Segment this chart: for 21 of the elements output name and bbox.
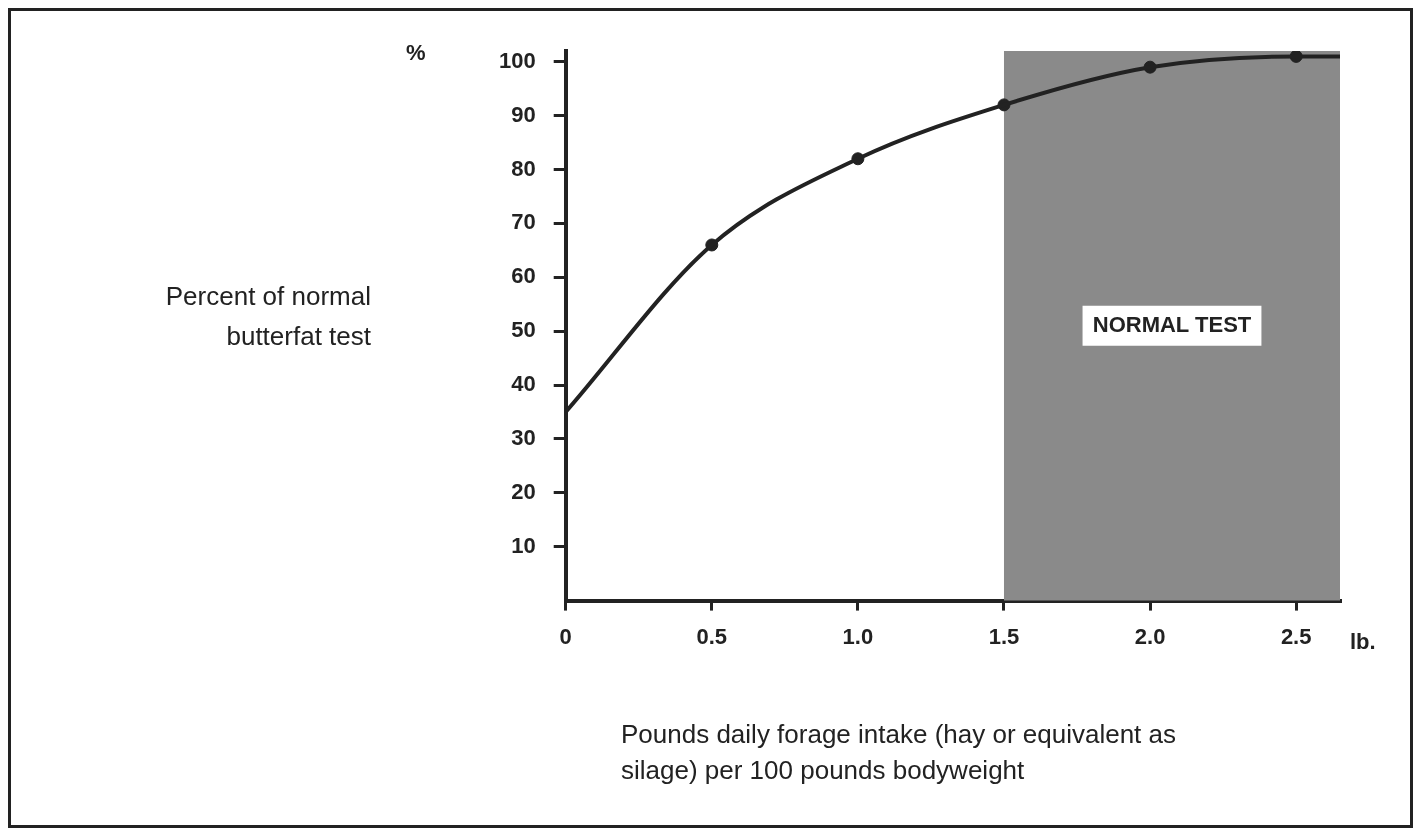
band-label: NORMAL TEST	[1092, 311, 1252, 337]
y-tick-label: 40	[511, 371, 536, 397]
y-axis-title: Percent of normal butterfat test	[164, 280, 371, 353]
x-tick-label: 1.5	[988, 623, 1020, 649]
y-tick-label: 70	[511, 209, 536, 235]
y-tick-label: 50	[511, 317, 536, 343]
y-tick-label: 80	[511, 155, 536, 181]
y-tick-label: 90	[511, 101, 536, 127]
x-tick-label: 1.0	[842, 623, 874, 649]
y-tick-label: 100	[498, 47, 536, 73]
y-tick-label: 10	[511, 532, 536, 558]
x-tick-label: 0	[559, 623, 572, 649]
x-tick-label: 2.5	[1280, 623, 1312, 649]
x-axis-title: Pounds daily forage intake (hay or equivalent as silage) per 100 pounds bodyweight	[621, 718, 1177, 787]
x-tick-label: 2.0	[1134, 623, 1166, 649]
x-tick-label: 0.5	[696, 623, 728, 649]
text: %	[405, 40, 426, 66]
y-tick-label: 30	[511, 425, 536, 451]
y-tick-label: 20	[511, 478, 536, 504]
y-tick-label: 60	[511, 263, 536, 289]
text: lb.	[1350, 628, 1376, 654]
